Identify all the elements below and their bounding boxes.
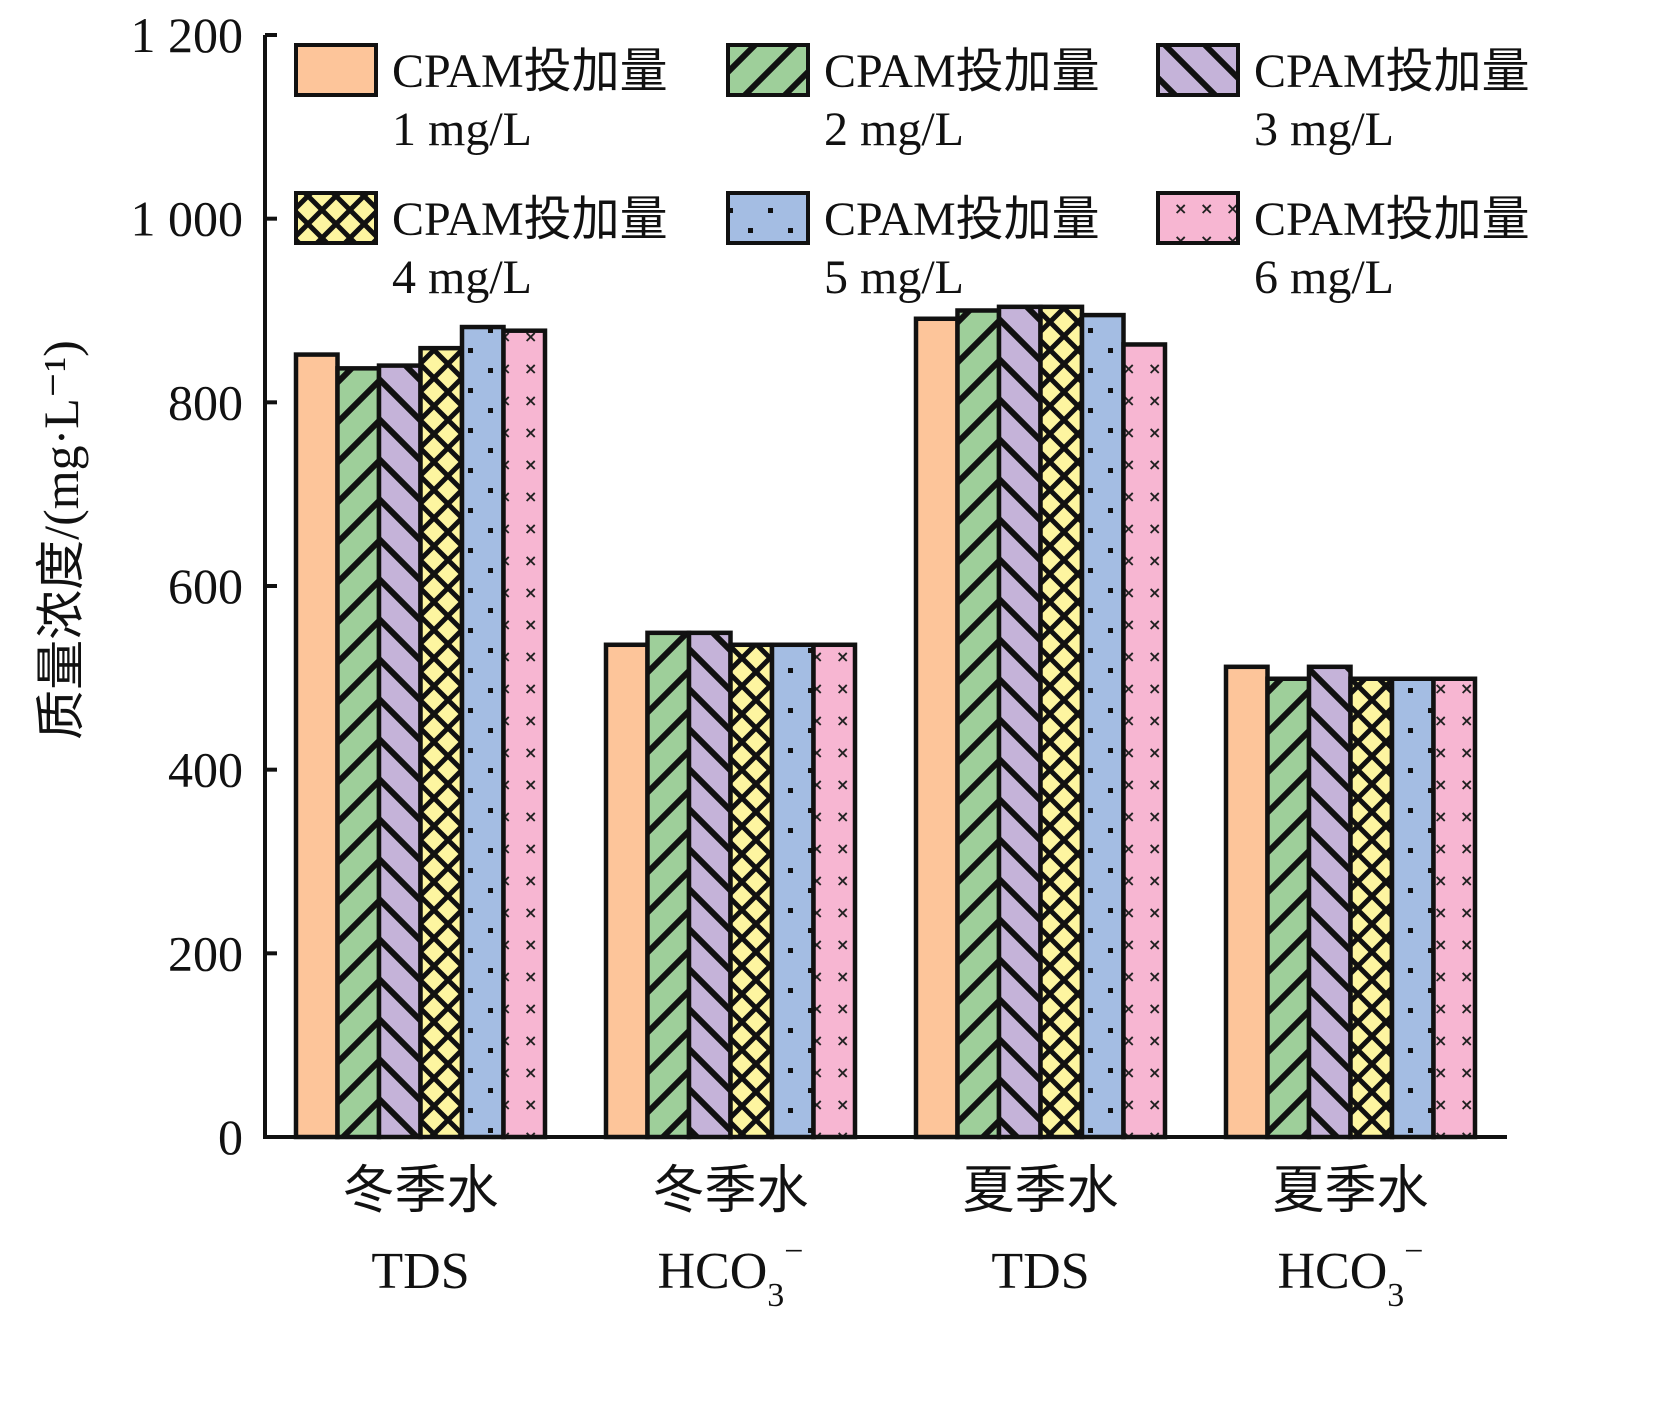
y-tick-label-200: 200 [168,925,243,981]
bar-3-series-2-pattern [957,310,999,1137]
category-label-3-line2: TDS [991,1243,1089,1300]
legend-swatch-pattern [1158,45,1238,95]
bar-group-3 [913,304,1168,1140]
bar-1-series-4-pattern [420,348,462,1137]
legend-swatch-pattern [728,193,808,243]
legend-swatch-3 [1156,43,1240,97]
y-tick-label-0: 0 [218,1109,243,1165]
category-label-subscript: 3 [1387,1277,1404,1314]
legend-swatch-6 [1156,191,1240,245]
bar-1-series-6-pattern [503,330,545,1137]
bar-4-series-2-pattern [1267,678,1309,1137]
legend-dose-4: 4 mg/L [392,251,532,304]
bar-2-series-4-pattern [730,644,772,1137]
bar-4-series-3-pattern [1309,666,1351,1137]
category-label-superscript: − [1404,1233,1423,1270]
legend-swatch-bg [296,45,376,95]
legend-dose-6: 6 mg/L [1254,251,1394,304]
bar-2-series-5-pattern [772,644,814,1137]
bar-1-series-1-bg [296,354,338,1138]
category-label-2-line2: HCO3− [658,1233,804,1314]
legend-label-6: CPAM投加量 [1254,193,1530,246]
y-tick-label-1000: 1 000 [131,191,244,247]
legend-swatch-pattern [1158,193,1238,243]
legend-dose-2: 2 mg/L [824,103,964,156]
category-label-main: TDS [371,1243,469,1300]
legend-dose-3: 3 mg/L [1254,103,1394,156]
legend-swatch-1 [294,43,378,97]
bar-3-series-3-pattern [999,306,1041,1137]
legend-swatch-pattern [728,45,808,95]
y-tick-label-800: 800 [168,374,243,430]
bar-1-series-5-pattern [462,327,504,1137]
bar-3-series-5-pattern [1082,315,1124,1137]
legend-label-4: CPAM投加量 [392,193,668,246]
category-label-main: HCO [1278,1243,1388,1300]
bar-1-series-3-pattern [379,365,421,1138]
bar-3-series-4-pattern [1040,306,1082,1137]
bar-3-series-6-pattern [1123,344,1165,1137]
category-label-superscript: − [784,1233,803,1270]
legend-label-3: CPAM投加量 [1254,45,1530,98]
bar-4-series-5-pattern [1392,678,1434,1137]
legend-swatch-2 [726,43,810,97]
bar-2-series-3-pattern [689,632,731,1137]
category-label-1-line1: 冬季水 [342,1163,498,1220]
legend-dose-1: 1 mg/L [392,103,532,156]
category-label-subscript: 3 [767,1277,784,1314]
bar-4-series-6-pattern [1433,678,1475,1137]
category-label-1-line2: TDS [371,1243,469,1300]
bar-1-series-2-pattern [337,368,379,1138]
bar-2-series-2-pattern [647,632,689,1137]
category-label-4-line1: 夏季水 [1272,1163,1428,1220]
bar-group-1 [293,324,548,1140]
category-label-main: HCO [658,1243,768,1300]
bar-4-series-1-bg [1226,666,1268,1137]
bar-4-series-4-pattern [1350,678,1392,1137]
legend-label-1: CPAM投加量 [392,45,668,98]
bar-2-series-6-pattern [813,644,855,1137]
category-label-main: TDS [991,1243,1089,1300]
legend-label-2: CPAM投加量 [824,45,1100,98]
y-axis-title: 质量浓度/(mg·L⁻¹) [33,340,89,740]
bar-2-series-1-bg [606,644,648,1137]
y-tick-label-1200: 1 200 [131,7,244,63]
category-label-3-line1: 夏季水 [962,1163,1118,1220]
y-tick-label-400: 400 [168,742,243,798]
legend-swatch-4 [294,191,378,245]
legend-swatch-pattern [296,193,376,243]
bar-3-series-1-bg [916,318,958,1137]
bar-group-2 [603,630,858,1140]
category-label-4-line2: HCO3− [1278,1233,1424,1314]
legend-dose-5: 5 mg/L [824,251,964,304]
y-tick-label-600: 600 [168,558,243,614]
legend-swatch-5 [726,191,810,245]
bar-group-4 [1223,664,1478,1140]
category-label-2-line1: 冬季水 [652,1163,808,1220]
legend-label-5: CPAM投加量 [824,193,1100,246]
